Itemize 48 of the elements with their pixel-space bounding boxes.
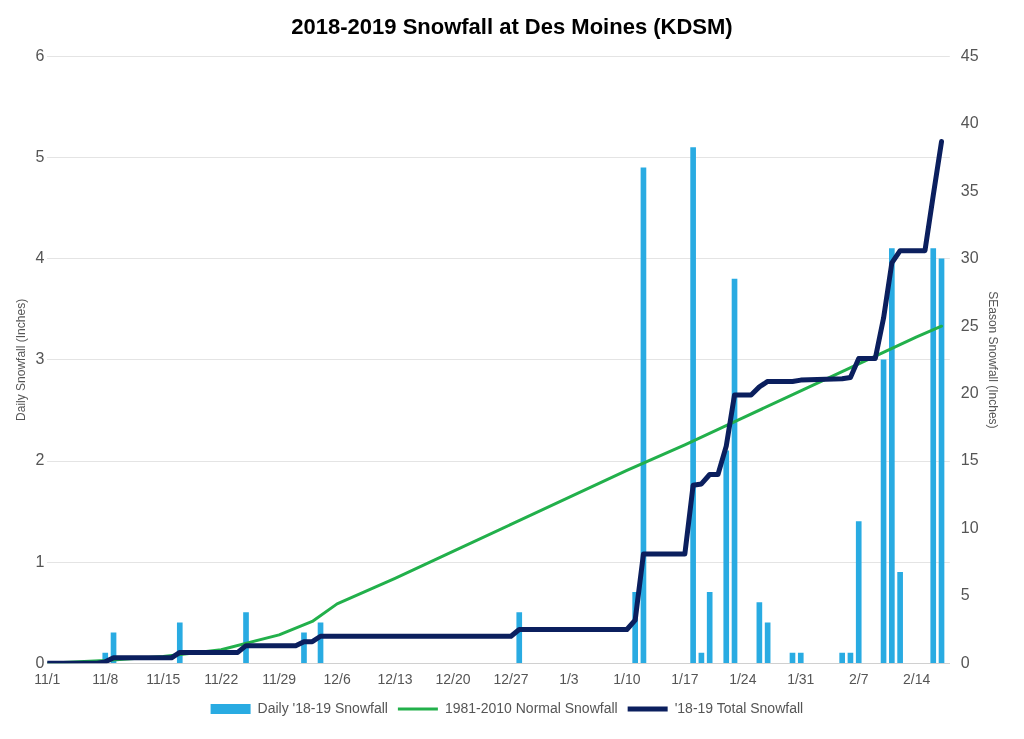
y2-tick-label: 20: [960, 384, 979, 402]
y-tick-label: 1: [35, 552, 45, 570]
bar: [897, 571, 903, 664]
x-tick-label: 1/24: [729, 671, 757, 688]
bar: [706, 592, 713, 664]
x-tick-label: 11/29: [262, 671, 297, 688]
bar: [723, 450, 730, 664]
x-tick-label: 12/20: [435, 671, 471, 688]
y2-axis-title: SEason Snowfall (Inches): [986, 291, 1001, 429]
y2-tick-label: 35: [960, 181, 979, 199]
bar: [690, 147, 696, 664]
x-tick-label: 1/3: [559, 671, 579, 688]
y-tick-label: 2: [35, 451, 45, 469]
bar: [797, 652, 804, 664]
x-tick-label: 2/7: [848, 671, 869, 688]
bar: [855, 521, 862, 664]
x-tick-label: 1/17: [671, 671, 699, 688]
y-tick-label: 0: [35, 653, 45, 671]
bar: [889, 248, 895, 664]
legend-label: Daily '18-19 Snowfall: [257, 699, 388, 716]
x-tick-label: 1/31: [787, 671, 815, 688]
y2-tick-label: 10: [960, 518, 979, 536]
y2-tick-label: 0: [960, 653, 970, 671]
x-tick-label: 11/15: [146, 671, 181, 688]
y2-tick-label: 5: [960, 586, 970, 604]
y2-tick-label: 25: [960, 316, 979, 334]
y2-tick-label: 15: [960, 451, 979, 469]
bar: [839, 652, 845, 664]
x-tick-label: 12/27: [493, 671, 529, 688]
x-tick-label: 2/14: [903, 671, 931, 688]
y-tick-label: 4: [35, 249, 45, 267]
x-tick-label: 12/6: [323, 671, 351, 688]
y-tick-label: 6: [35, 47, 45, 65]
y-tick-label: 3: [35, 350, 45, 368]
x-tick-label: 12/13: [377, 671, 413, 688]
chart-title: 2018-2019 Snowfall at Des Moines (KDSM): [290, 14, 734, 41]
y2-tick-label: 40: [960, 114, 979, 132]
x-tick-label: 11/22: [204, 671, 239, 688]
x-tick-label: 1/10: [613, 671, 641, 688]
y-axis-title: Daily Snowfall (Inches): [13, 298, 28, 421]
y2-tick-label: 45: [960, 47, 979, 65]
x-tick-label: 11/8: [92, 671, 119, 688]
legend-label: 1981-2010 Normal Snowfall: [444, 699, 618, 716]
legend-label: '18-19 Total Snowfall: [674, 699, 804, 716]
y-tick-label: 5: [35, 148, 45, 166]
bar: [930, 248, 937, 664]
x-tick-label: 11/1: [34, 671, 61, 688]
y2-tick-label: 30: [960, 249, 979, 267]
